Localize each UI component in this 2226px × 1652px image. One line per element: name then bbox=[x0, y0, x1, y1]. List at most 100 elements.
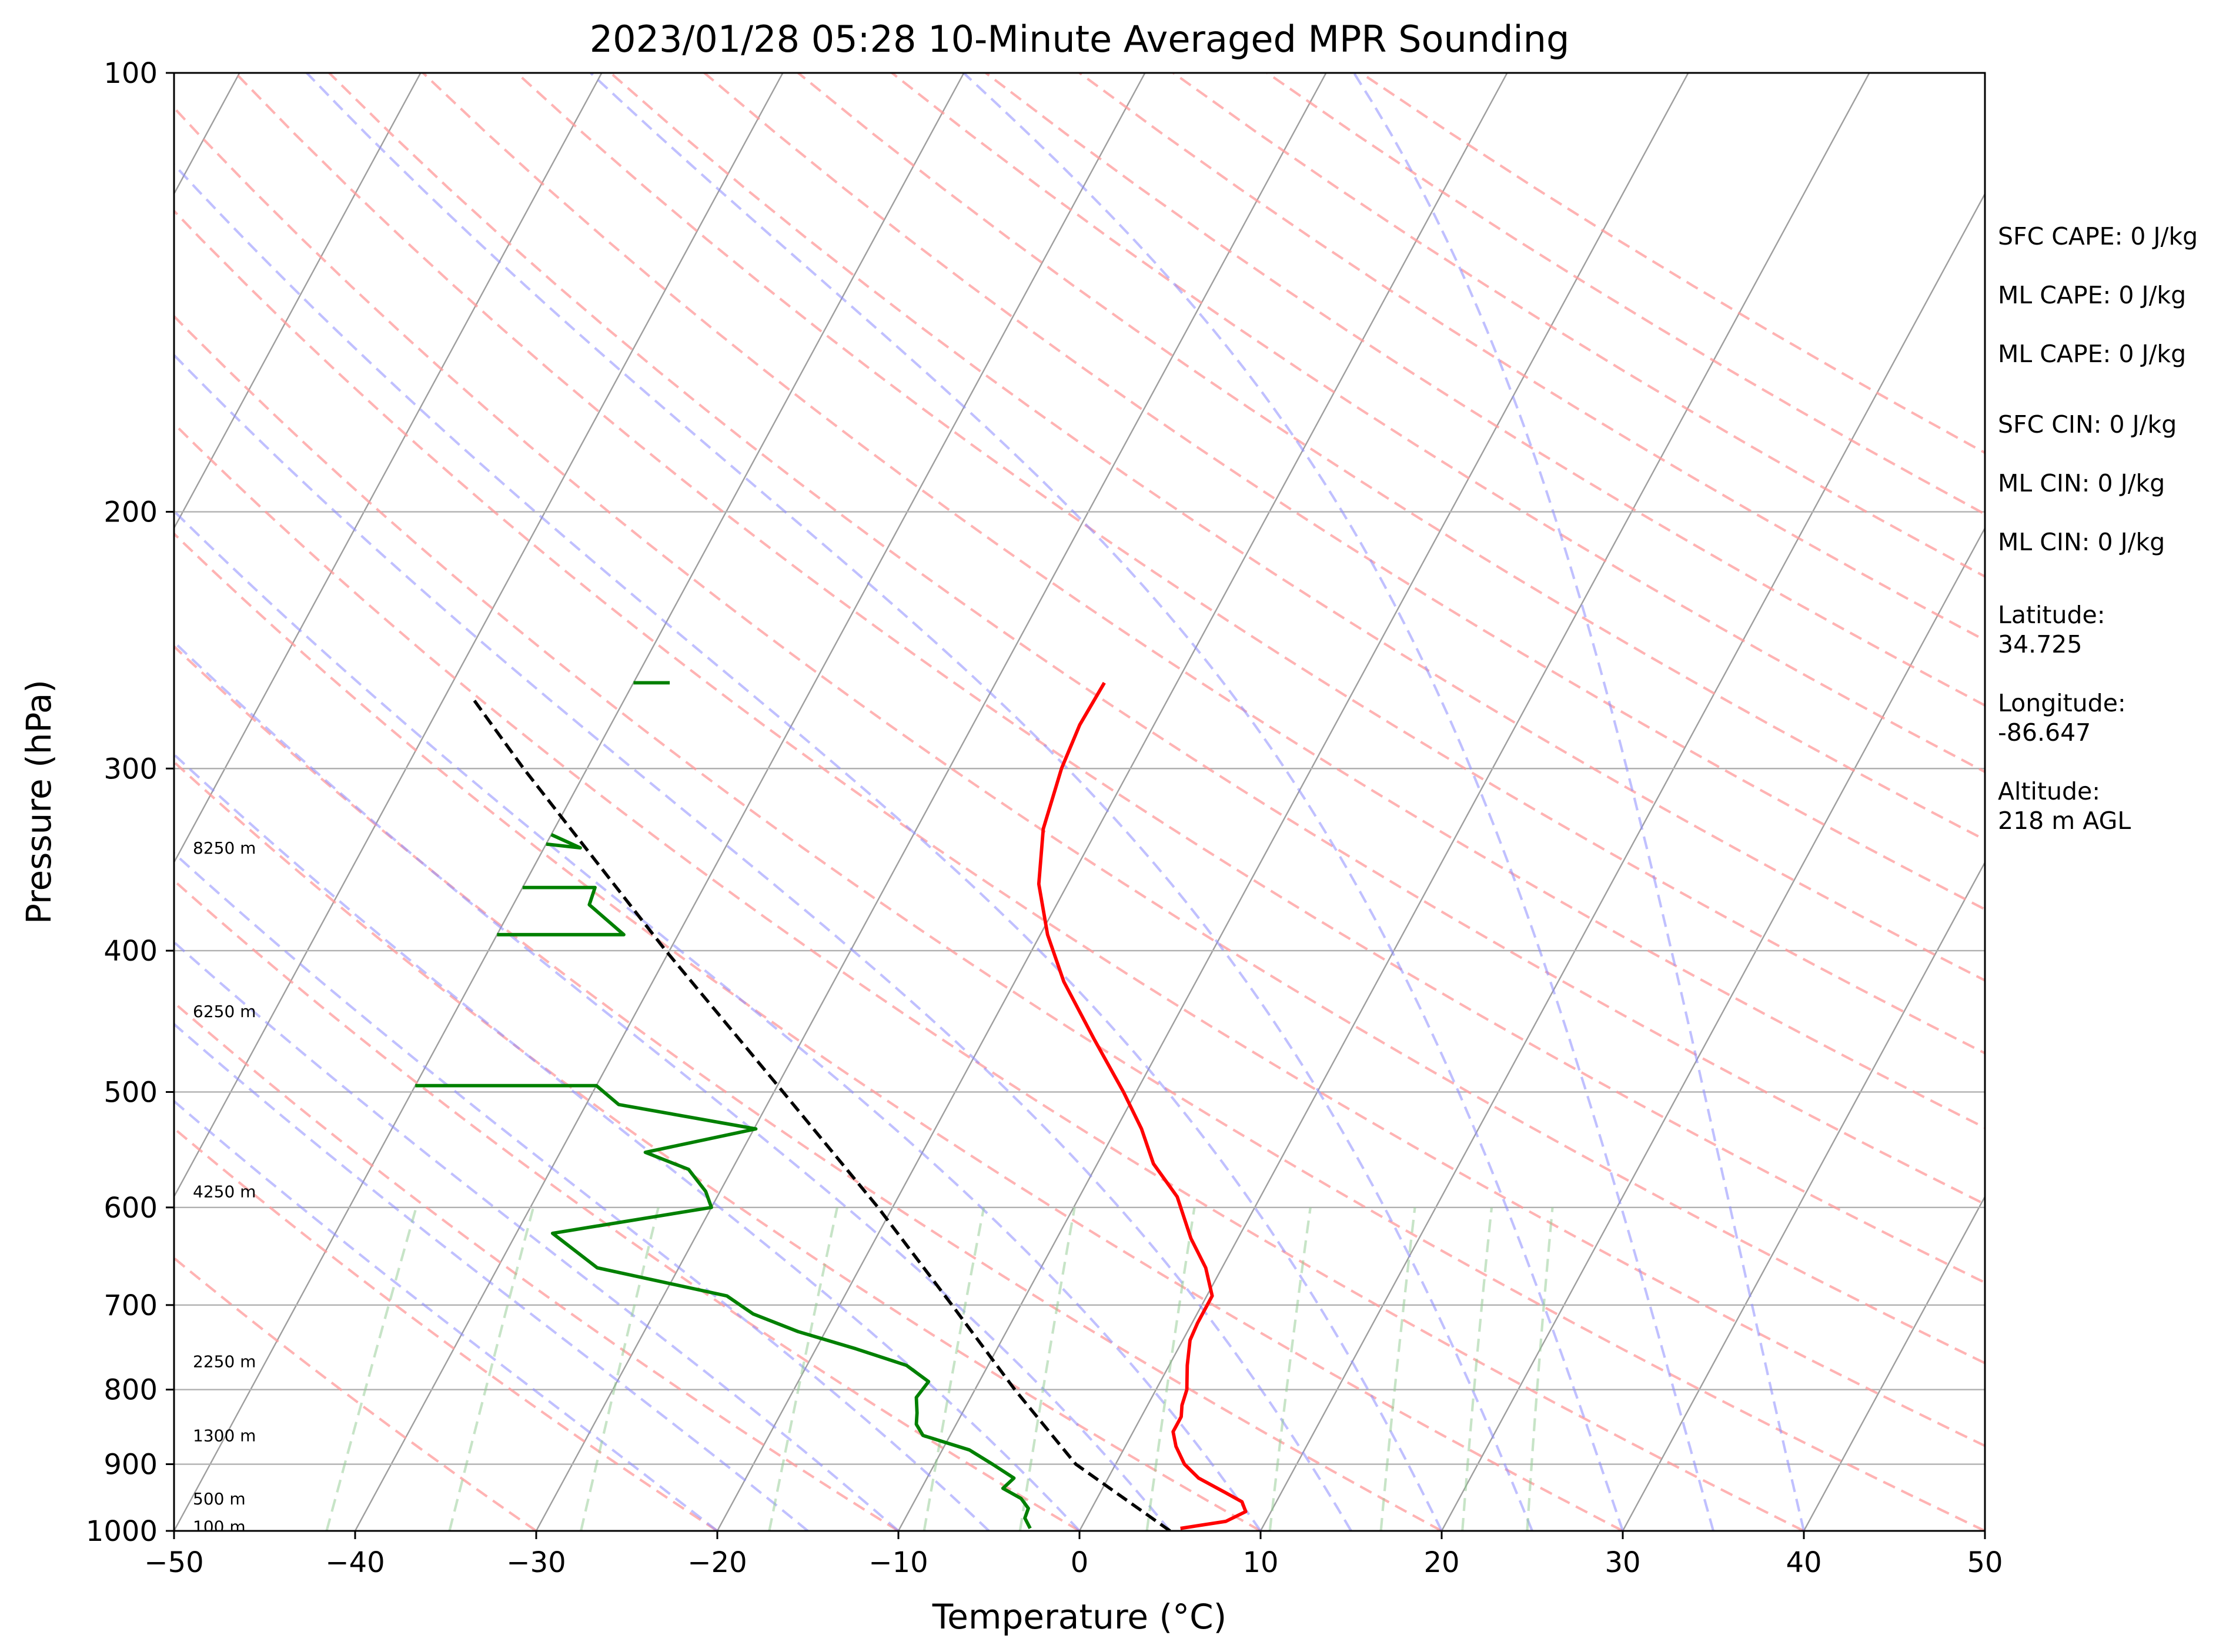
dry-adiabat bbox=[174, 760, 1262, 1531]
dry-adiabat bbox=[174, 422, 1804, 1531]
dry-adiabat bbox=[174, 106, 1985, 1365]
y-tick-label: 400 bbox=[103, 935, 158, 968]
x-tick-label: 20 bbox=[1423, 1546, 1459, 1579]
mixing-ratio-line bbox=[1379, 1207, 1416, 1531]
isotherm-line bbox=[1259, 192, 1985, 1531]
dry-adiabat bbox=[516, 73, 1985, 1055]
y-tick-label: 200 bbox=[103, 496, 158, 529]
chart-title: 2023/01/28 05:28 10-Minute Averaged MPR … bbox=[590, 18, 1570, 61]
moist-adiabat bbox=[1352, 73, 1806, 1531]
dewpoint-line-segment bbox=[546, 833, 582, 850]
moist-adiabat bbox=[174, 353, 1352, 1531]
x-tick-label: 50 bbox=[1967, 1546, 2003, 1579]
mixing-ratio-line bbox=[1461, 1207, 1493, 1531]
temperature-line bbox=[1037, 681, 1248, 1530]
height-label: 8250 m bbox=[193, 838, 256, 858]
isotherm-line bbox=[174, 73, 422, 530]
y-axis-ticks: 100 200 300 400 500 600 700 800 900 1000 bbox=[86, 57, 174, 1548]
isotherm-line bbox=[174, 73, 603, 864]
info-line: ML CAPE: 0 J/kg bbox=[1998, 340, 2186, 368]
isotherm-line bbox=[174, 73, 784, 1198]
x-tick-label: −10 bbox=[868, 1546, 928, 1579]
height-label: 100 m bbox=[193, 1517, 246, 1536]
moist-adiabat bbox=[174, 753, 1081, 1531]
isotherm-line bbox=[897, 73, 1689, 1531]
dry-adiabat bbox=[174, 314, 1985, 1531]
y-tick-label: 700 bbox=[103, 1289, 158, 1322]
dewpoint-line-segment bbox=[497, 885, 626, 937]
dry-adiabat bbox=[174, 1001, 900, 1531]
moist-adiabat bbox=[962, 73, 1715, 1531]
y-tick-label: 800 bbox=[103, 1374, 158, 1407]
info-line: 218 m AGL bbox=[1998, 807, 2131, 835]
height-labels: 8250 m 6250 m 4250 m 2250 m 1300 m 500 m 100 m bbox=[193, 838, 256, 1536]
height-label: 6250 m bbox=[193, 1002, 256, 1021]
dry-adiabat bbox=[797, 73, 1985, 841]
height-label: 500 m bbox=[193, 1489, 246, 1509]
moist-adiabat bbox=[306, 73, 1533, 1531]
info-line: SFC CAPE: 0 J/kg bbox=[1998, 222, 2198, 250]
mixing-ratio-line bbox=[1526, 1207, 1554, 1531]
y-tick-label: 100 bbox=[103, 57, 158, 90]
sounding-series bbox=[415, 681, 1248, 1531]
y-tick-label: 300 bbox=[103, 753, 158, 785]
dewpoint-line bbox=[415, 1084, 1032, 1530]
isotherm-line bbox=[1803, 1195, 1985, 1531]
info-line: ML CIN: 0 J/kg bbox=[1998, 469, 2165, 497]
x-tick-label: −30 bbox=[506, 1546, 566, 1579]
mixing-ratio-line bbox=[448, 1207, 535, 1531]
info-line: 34.725 bbox=[1998, 630, 2082, 658]
dry-adiabat bbox=[234, 73, 1985, 1284]
mixing-ratio-line bbox=[1268, 1207, 1312, 1531]
dry-adiabat bbox=[703, 73, 1985, 911]
x-tick-label: −40 bbox=[325, 1546, 385, 1579]
info-line: Longitude: bbox=[1998, 689, 2126, 717]
info-line: -86.647 bbox=[1998, 718, 2091, 747]
plot-frame bbox=[173, 72, 1986, 1532]
info-line: ML CAPE: 0 J/kg bbox=[1998, 281, 2186, 309]
isotherm-line bbox=[354, 73, 1146, 1531]
moist-adiabat bbox=[174, 640, 1171, 1531]
height-label: 4250 m bbox=[193, 1182, 256, 1202]
height-label: 1300 m bbox=[193, 1426, 256, 1446]
y-axis-label: Pressure (hPa) bbox=[19, 680, 59, 924]
isotherm-line bbox=[716, 73, 1508, 1531]
moist-adiabat bbox=[174, 163, 1443, 1531]
mixing-ratio-line bbox=[768, 1207, 839, 1531]
x-tick-label: 10 bbox=[1242, 1546, 1278, 1579]
mixing-ratio-line bbox=[580, 1207, 660, 1531]
isotherm-lines bbox=[174, 73, 1985, 1531]
dry-adiabat bbox=[174, 209, 1985, 1447]
x-tick-label: 30 bbox=[1605, 1546, 1640, 1579]
moist-adiabat bbox=[589, 73, 1624, 1531]
x-tick-label: −20 bbox=[687, 1546, 747, 1579]
dry-adiabat bbox=[174, 644, 1442, 1531]
y-tick-label: 500 bbox=[103, 1076, 158, 1109]
dry-adiabat bbox=[422, 73, 1985, 1129]
info-line: SFC CIN: 0 J/kg bbox=[1998, 410, 2177, 439]
dry-adiabat bbox=[174, 879, 1081, 1531]
dry-adiabat bbox=[174, 1256, 537, 1531]
x-axis-ticks: −50 −40 −30 −20 −10 0 10 20 30 40 50 bbox=[144, 1531, 2003, 1579]
x-tick-label: 40 bbox=[1786, 1546, 1821, 1579]
mixing-ratio-lines bbox=[325, 1207, 1554, 1531]
y-tick-label: 600 bbox=[103, 1192, 158, 1225]
parcel-line bbox=[470, 696, 1171, 1531]
height-label: 2250 m bbox=[193, 1352, 256, 1371]
dry-adiabat bbox=[174, 531, 1623, 1531]
y-tick-label: 900 bbox=[103, 1449, 158, 1482]
x-tick-label: 0 bbox=[1071, 1546, 1089, 1579]
x-tick-label: −50 bbox=[144, 1546, 203, 1579]
moist-adiabat bbox=[174, 940, 900, 1531]
mixing-ratio-line bbox=[325, 1207, 417, 1531]
mixing-ratio-line bbox=[1018, 1207, 1076, 1531]
info-line: Latitude: bbox=[1998, 601, 2105, 629]
y-tick-label: 1000 bbox=[86, 1515, 158, 1548]
sounding-info-panel: SFC CAPE: 0 J/kg ML CAPE: 0 J/kg ML CAPE: … bbox=[1998, 222, 2198, 835]
moist-adiabats bbox=[174, 73, 1806, 1531]
isotherm-line bbox=[1440, 526, 1985, 1531]
dry-adiabat bbox=[985, 73, 1985, 707]
info-line: ML CIN: 0 J/kg bbox=[1998, 528, 2165, 556]
isotherm-line bbox=[174, 73, 965, 1531]
